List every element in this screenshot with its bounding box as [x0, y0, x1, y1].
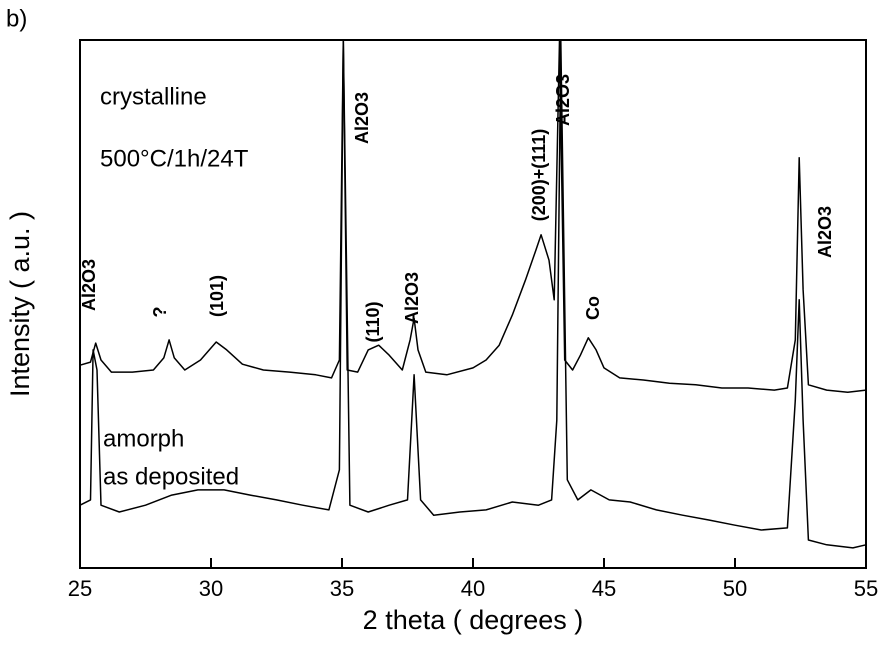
y-axis-label: Intensity ( a.u. ) [5, 211, 35, 397]
annotation: Al2O3 [815, 206, 835, 258]
x-tick-label: 35 [330, 576, 354, 601]
x-tick-label: 40 [461, 576, 485, 601]
annotation: Al2O3 [402, 272, 422, 324]
annotation: (101) [207, 275, 227, 317]
annotation: Co [583, 296, 603, 320]
x-tick-label: 25 [68, 576, 92, 601]
data-line [79, 39, 867, 393]
x-tick-label: 45 [592, 576, 616, 601]
data-line [79, 39, 867, 549]
x-axis-label: 2 theta ( degrees ) [363, 605, 584, 635]
annotation: (110) [363, 301, 383, 342]
x-tick-label: 50 [723, 576, 747, 601]
x-tick-label: 55 [854, 576, 878, 601]
panel-label: b) [6, 5, 27, 32]
annotation: amorph [103, 425, 184, 452]
annotation: ? [150, 307, 170, 318]
x-tick-label: 30 [199, 576, 223, 601]
annotation: as deposited [103, 463, 239, 490]
annotation: (200)+(111) [529, 129, 549, 222]
annotation: Al2O3 [553, 74, 573, 126]
annotation: Al2O3 [79, 259, 99, 311]
annotation: crystalline [100, 83, 207, 110]
annotation: 500°C/1h/24T [100, 145, 249, 172]
annotation: Al2O3 [352, 92, 372, 144]
